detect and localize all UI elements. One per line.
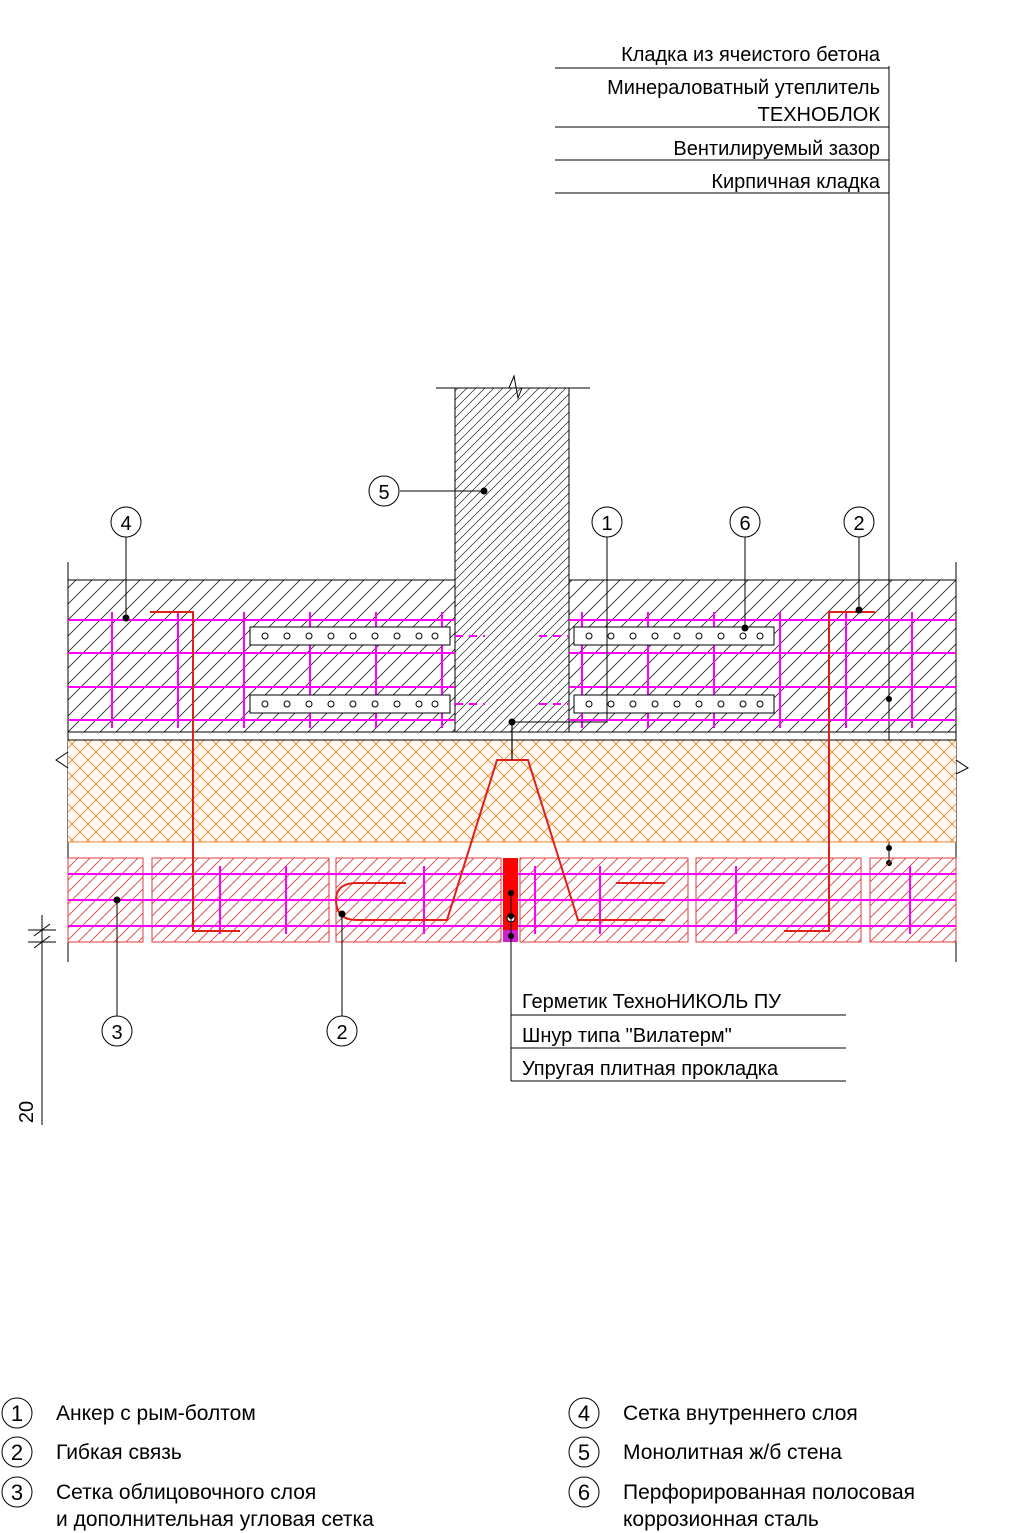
- monolithic-rc-wall: [436, 374, 590, 733]
- svg-text:1: 1: [601, 513, 612, 535]
- marker-1: 1: [591, 506, 623, 538]
- legend-item-1: 1 Анкер с рым-болтом: [1, 1397, 256, 1429]
- layer-label-ventilated-gap: Вентилируемый зазор: [673, 138, 880, 160]
- svg-text:6: 6: [739, 513, 750, 535]
- legend-text: Гибкая связь: [56, 1441, 182, 1464]
- legend-item-5: 5 Монолитная ж/б стена: [568, 1436, 842, 1468]
- seal-label-cord: Шнур типа "Вилатерм": [522, 1025, 732, 1047]
- svg-text:2: 2: [11, 1440, 23, 1465]
- layer-label-mineral-wool: Минераловатный утеплитель: [607, 77, 880, 99]
- layer-label-technoblok: ТЕХНОБЛОК: [758, 104, 881, 126]
- legend: 1 Анкер с рым-болтом 2 Гибкая связь 3 Се…: [1, 1397, 915, 1531]
- legend-text: Монолитная ж/б стена: [623, 1441, 842, 1464]
- svg-text:4: 4: [578, 1401, 590, 1426]
- seal-callout: Герметик ТехноНИКОЛЬ ПУ Шнур типа "Вилат…: [508, 890, 846, 1082]
- svg-text:5: 5: [378, 482, 389, 504]
- svg-text:2: 2: [853, 513, 864, 535]
- marker-5: 5: [368, 475, 400, 507]
- legend-item-6: 6 Перфорированная полосовая коррозионная…: [568, 1476, 915, 1531]
- marker-leader-dots: [113, 487, 863, 918]
- marker-3: 3: [101, 1015, 133, 1047]
- inner-layer-mesh: [68, 612, 956, 728]
- marker-2-top: 2: [843, 506, 875, 538]
- seal-label-gasket: Упругая плитная прокладка: [522, 1058, 779, 1080]
- legend-item-3: 3 Сетка облицовочного слоя и дополнитель…: [1, 1476, 374, 1531]
- legend-text: Анкер с рым-болтом: [56, 1402, 256, 1425]
- layer-callout: Кладка из ячеистого бетона Минераловатны…: [555, 44, 892, 866]
- leader-dot: [508, 933, 514, 939]
- flexible-ties: [150, 611, 875, 932]
- legend-item-4: 4 Сетка внутреннего слоя: [568, 1397, 858, 1429]
- layer-label-aerated-concrete: Кладка из ячеистого бетона: [621, 44, 881, 66]
- legend-text: Сетка внутреннего слоя: [623, 1402, 858, 1425]
- marker-4: 4: [110, 506, 142, 538]
- marker-6: 6: [729, 506, 761, 538]
- legend-item-2: 2 Гибкая связь: [1, 1436, 182, 1468]
- leader-dot: [508, 890, 514, 896]
- layer-label-brick: Кирпичная кладка: [711, 171, 881, 193]
- svg-text:4: 4: [120, 513, 131, 535]
- dimension-20: [28, 915, 56, 1125]
- marker-2-bottom: 2: [326, 1015, 358, 1047]
- dimension-value: 20: [16, 1101, 38, 1123]
- legend-text: коррозионная сталь: [623, 1508, 819, 1531]
- svg-text:5: 5: [578, 1440, 590, 1465]
- leader-dot: [886, 845, 892, 851]
- marker-leaders: [116, 490, 860, 1016]
- perforated-steel-strips: [249, 626, 775, 714]
- svg-text:3: 3: [111, 1022, 122, 1044]
- legend-text: и дополнительная угловая сетка: [56, 1508, 374, 1531]
- legend-text: Сетка облицовочного слоя: [56, 1481, 316, 1504]
- svg-text:6: 6: [578, 1480, 590, 1505]
- svg-text:3: 3: [11, 1480, 23, 1505]
- svg-text:2: 2: [336, 1022, 347, 1044]
- legend-text: Перфорированная полосовая: [623, 1481, 915, 1504]
- svg-text:1: 1: [11, 1401, 23, 1426]
- seal-label-sealant: Герметик ТехноНИКОЛЬ ПУ: [522, 991, 781, 1013]
- leader-dot: [508, 913, 514, 919]
